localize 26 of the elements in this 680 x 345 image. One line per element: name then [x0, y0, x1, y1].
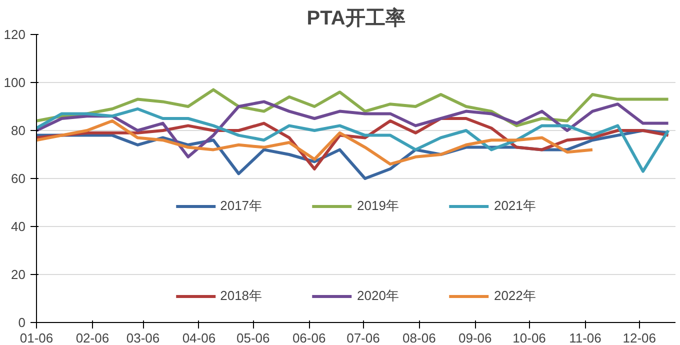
legend-label: 2018年: [220, 287, 262, 305]
x-tick-label: 08-06: [402, 330, 436, 345]
x-tick-label: 10-06: [512, 330, 546, 345]
legend-label: 2020年: [357, 287, 399, 305]
y-tick-label: 100: [4, 75, 26, 90]
x-tick-label: 03-06: [126, 330, 160, 345]
x-tick-label: 11-06: [569, 330, 602, 345]
legend-label: 2021年: [494, 197, 536, 215]
x-tick-label: 07-06: [346, 330, 380, 345]
legend-label: 2019年: [357, 197, 399, 215]
x-tick-label: 05-06: [236, 330, 270, 345]
legend-label: 2017年: [220, 197, 262, 215]
x-tick-label: 09-06: [458, 330, 492, 345]
chart-title: PTA开工率: [306, 6, 406, 30]
y-tick-label: 60: [11, 171, 26, 186]
x-tick-label: 12-06: [622, 330, 656, 345]
y-tick-label: 120: [4, 27, 26, 42]
x-tick-label: 01-06: [20, 330, 54, 345]
x-tick-label: 06-06: [292, 330, 326, 345]
y-tick-label: 0: [18, 315, 26, 330]
y-tick-label: 80: [11, 123, 26, 138]
x-tick-label: 04-06: [182, 330, 216, 345]
y-tick-label: 20: [11, 267, 26, 282]
legend-label: 2022年: [494, 287, 536, 305]
x-tick-label: 02-06: [76, 330, 110, 345]
y-tick-label: 40: [11, 219, 26, 234]
